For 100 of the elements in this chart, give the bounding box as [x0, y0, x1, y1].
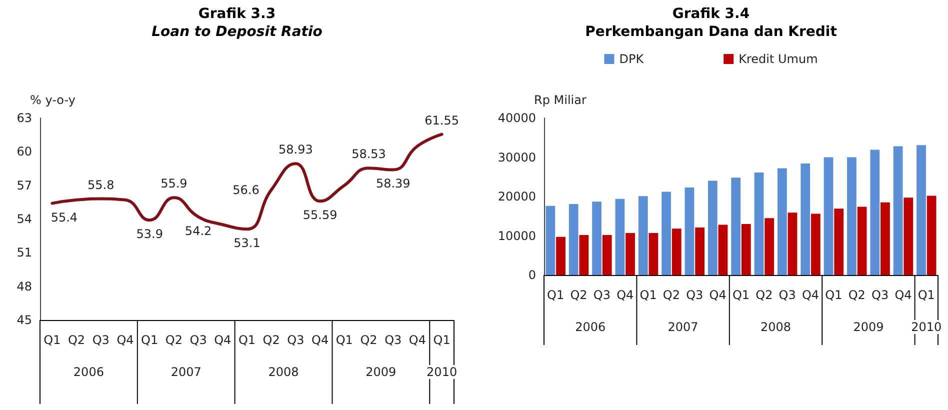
bar [638, 196, 648, 275]
x-tick-label: Q1 [640, 288, 657, 302]
text: 2006 [575, 320, 606, 334]
bar [800, 164, 810, 275]
data-label: 55.8 [88, 178, 114, 192]
bar [857, 206, 867, 275]
data-label: 58.93 [278, 142, 313, 157]
bar [824, 157, 834, 275]
bar [870, 150, 880, 275]
x-tick-label: Q3 [384, 333, 402, 347]
text: 2008 [760, 320, 792, 334]
bar [847, 157, 856, 275]
x-tick-label: Q4 [116, 333, 134, 347]
x-tick-label: Q1 [44, 333, 61, 347]
x-tick-label: Q1 [825, 288, 842, 302]
x-tick-label: Q4 [709, 288, 726, 302]
data-label: 53.1 [234, 236, 260, 250]
bar [893, 146, 903, 275]
x-tick-label: Q3 [92, 333, 110, 347]
chart-subtitle: Loan to Deposit Ratio [152, 24, 323, 40]
x-tick-label: Q4 [616, 288, 634, 302]
bar [778, 168, 787, 275]
data-label: 56.6 [232, 182, 260, 197]
bar [579, 234, 589, 275]
y-tick-label: 10000 [498, 228, 536, 243]
x-tick-label: Q1 [918, 288, 935, 302]
bar [731, 178, 741, 275]
x-tick-label: Q3 [778, 288, 796, 302]
y-tick-label: 60 [16, 144, 32, 159]
bar [556, 236, 566, 275]
x-tick-label: Q4 [894, 288, 912, 302]
text: 2009 [366, 365, 396, 379]
chart-title: Grafik 3.3 [198, 6, 276, 22]
data-label: 55.9 [160, 176, 188, 191]
bar [764, 218, 774, 275]
x-tick-label: Q2 [570, 288, 588, 302]
data-label: 53.9 [136, 227, 163, 242]
bar [662, 192, 671, 275]
x-tick-label: Q3 [190, 333, 207, 347]
data-label: 55.59 [302, 208, 338, 222]
legend-label: DPK [619, 52, 645, 66]
data-label: 58.39 [376, 176, 410, 191]
x-tick-label: Q1 [547, 288, 564, 302]
y-tick-label: 30000 [498, 150, 536, 164]
data-label: 61.55 [424, 113, 460, 128]
x-tick-label: Q2 [756, 288, 773, 302]
text: 2010 [911, 320, 942, 334]
chart-title: Grafik 3.4 [672, 6, 750, 22]
bar [916, 145, 926, 275]
x-tick-label: Q3 [872, 288, 889, 302]
x-tick-label: Q2 [262, 333, 280, 347]
y-tick-label: 0 [528, 268, 536, 282]
x-tick-label: Q4 [802, 288, 820, 302]
x-tick-label: Q3 [593, 288, 610, 302]
text: 2010 [426, 365, 458, 379]
y-axis-title: Rp Miliar [534, 93, 586, 107]
bar [672, 228, 682, 275]
y-tick-label: 40000 [498, 111, 536, 125]
x-tick-label: Q1 [238, 333, 256, 347]
x-tick-label: Q2 [662, 288, 680, 302]
bar [904, 198, 914, 275]
data-label: 54.2 [184, 224, 212, 238]
x-tick-label: Q2 [848, 288, 866, 302]
bar [546, 206, 556, 275]
x-tick-label: Q1 [141, 333, 158, 347]
y-tick-label: 57 [16, 178, 32, 192]
bar [568, 204, 578, 275]
bar [880, 202, 890, 275]
y-tick-label: 48 [16, 279, 32, 294]
bar [811, 214, 820, 275]
y-axis-title: % y-o-y [30, 93, 76, 107]
bar [695, 228, 704, 275]
bar [626, 233, 635, 275]
bar [592, 202, 602, 275]
text: 2006 [73, 365, 104, 379]
text: 2008 [268, 365, 299, 379]
text: 2007 [170, 365, 202, 379]
legend-label: Kredit Umum [738, 52, 818, 66]
x-tick-label: Q1 [336, 333, 353, 347]
bar [788, 212, 798, 275]
x-tick-label: Q4 [214, 333, 232, 347]
bar [741, 224, 751, 275]
x-tick-label: Q4 [312, 333, 329, 347]
x-tick-label: Q3 [686, 288, 704, 302]
y-tick-label: 54 [16, 212, 32, 226]
data-label: 55.4 [50, 210, 78, 224]
bar [834, 208, 844, 275]
x-tick-label: Q1 [732, 288, 750, 302]
y-tick-label: 45 [16, 313, 32, 327]
y-tick-label: 20000 [498, 190, 536, 204]
data-label: 58.53 [352, 147, 386, 162]
y-tick-label: 63 [16, 111, 32, 125]
x-tick-label: Q2 [68, 333, 86, 347]
chart-subtitle: Perkembangan Dana dan Kredit [585, 24, 838, 40]
x-tick-label: Q1 [433, 333, 450, 347]
bar [718, 224, 728, 275]
bar [615, 198, 625, 275]
bar [754, 172, 764, 275]
text: 2009 [853, 320, 884, 334]
x-tick-label: Q2 [165, 333, 182, 347]
